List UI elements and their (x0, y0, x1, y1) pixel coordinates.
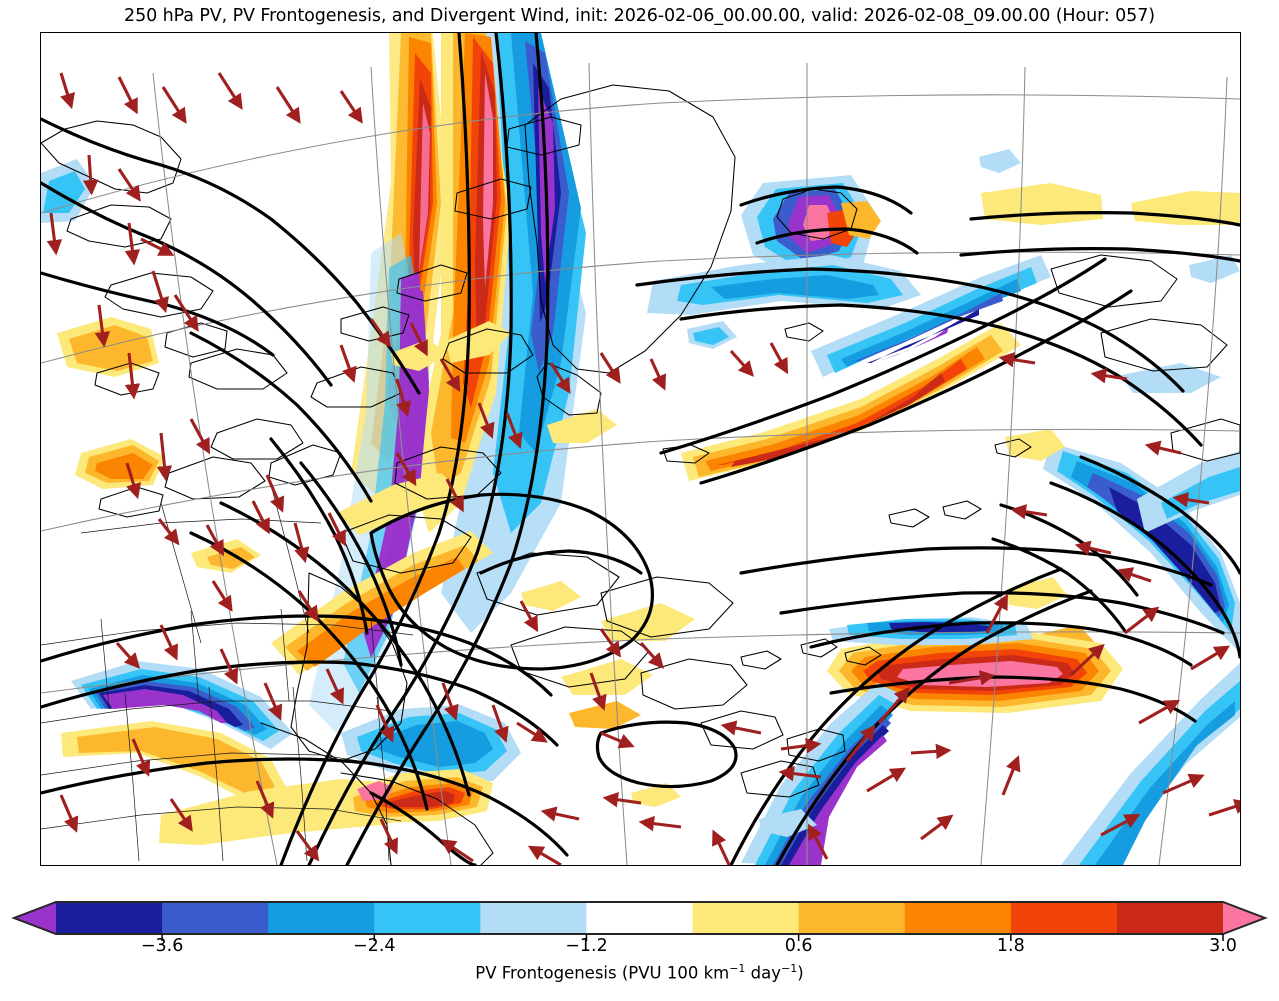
colorbar-tick-label: 3.0 (1209, 936, 1237, 956)
colorbar-label-exponent: −1 (729, 962, 746, 975)
colorbar-tick-label: −1.2 (565, 936, 608, 956)
colorbar-label-exponent: −1 (781, 962, 798, 975)
colorbar-segment (268, 902, 375, 934)
colorbar-tick-label: 1.8 (996, 936, 1025, 956)
graticule-layer (41, 62, 1240, 865)
colorbar-tick-label: −2.4 (353, 936, 396, 956)
colorbar-tick-group (161, 934, 1224, 941)
map-panel (40, 32, 1241, 866)
colorbar-segment (1116, 902, 1224, 934)
colorbar-swatches (11, 901, 1268, 941)
administrative-borders-layer (41, 484, 414, 862)
colorbar-segment-group (14, 902, 1265, 934)
colorbar-under-arrow (14, 902, 56, 934)
pv-contour-layer (41, 33, 1240, 865)
colorbar-over-arrow (1223, 902, 1265, 934)
colorbar-segment (692, 902, 800, 934)
colorbar-segment (904, 902, 1012, 934)
divergent-wind-vector-layer (46, 72, 1240, 865)
colorbar-segment (56, 902, 163, 934)
colorbar-segment (1010, 902, 1118, 934)
colorbar-axis-label: PV Frontogenesis (PVU 100 km−1 day−1) (475, 962, 804, 983)
colorbar-segment (162, 902, 269, 934)
colorbar-tick-label: 0.6 (784, 936, 813, 956)
colorbar-segment (586, 902, 694, 934)
colorbar-tick-label: −3.6 (140, 936, 184, 956)
colorbar-segment (798, 902, 906, 934)
figure-title: 250 hPa PV, PV Frontogenesis, and Diverg… (124, 6, 1155, 26)
map-canvas (41, 33, 1240, 865)
colorbar-segment (480, 902, 588, 934)
colorbar-segment (374, 902, 481, 934)
colorbar: −3.6 −2.4 −1.2 0.6 1.8 3.0 PV Frontogenesis (… (0, 898, 1279, 1001)
